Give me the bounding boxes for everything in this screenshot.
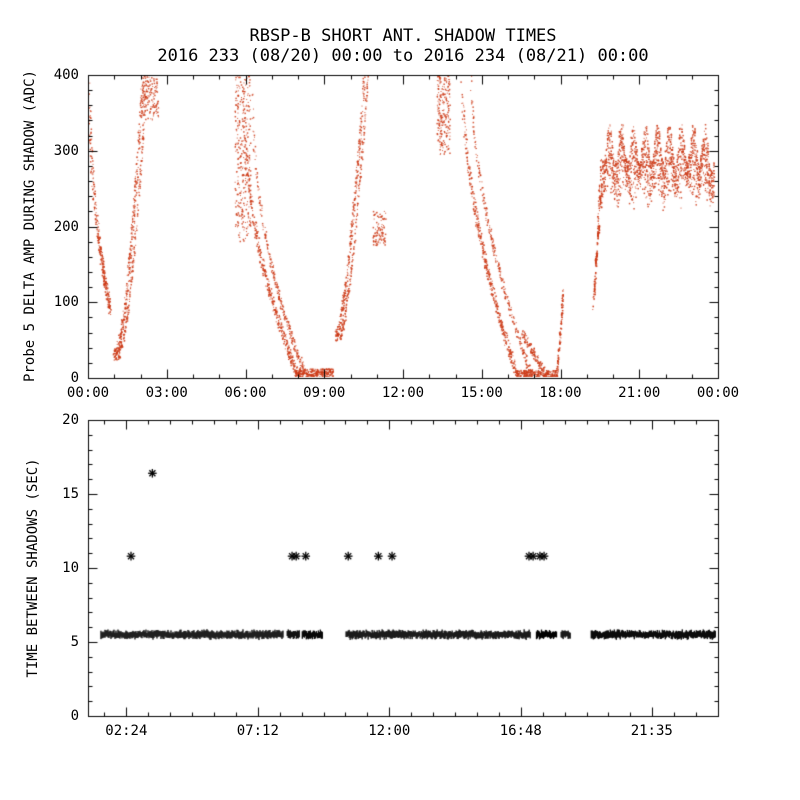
x-tick-label: 00:00 [66,385,110,401]
y-tick-label: 300 [53,142,79,159]
x-tick-label: 07:12 [236,723,279,739]
x-tick-label: 21:00 [618,385,661,401]
y-tick-label: 100 [53,294,79,311]
y-tick-label: 0 [70,370,79,386]
y-tick-label: 400 [53,67,79,83]
x-tick-label: 12:00 [368,723,411,739]
x-tick-label: 06:00 [224,385,267,401]
x-tick-label: 16:48 [499,723,542,739]
x-tick-label: 02:24 [105,723,148,739]
x-tick-label: 15:00 [460,385,503,401]
y-tick-label: 5 [70,634,79,650]
x-tick-label: 21:35 [630,723,673,739]
x-tick-label: 12:00 [381,385,425,401]
x-tick-label: 09:00 [303,385,346,401]
x-tick-label: 00:00 [696,385,740,401]
y-tick-label: 15 [62,486,79,502]
y-tick-label: 20 [62,412,79,428]
y-tick-label: 10 [62,560,79,576]
x-tick-label: 18:00 [539,385,582,401]
x-tick-label: 03:00 [145,385,188,401]
chart-subtitle: 2016 233 (08/20) 00:00 to 2016 234 (08/2… [157,46,649,66]
y-tick-label: 200 [53,218,79,235]
y-tick-label: 0 [70,708,79,724]
chart-title: RBSP-B SHORT ANT. SHADOW TIMES [249,26,557,46]
